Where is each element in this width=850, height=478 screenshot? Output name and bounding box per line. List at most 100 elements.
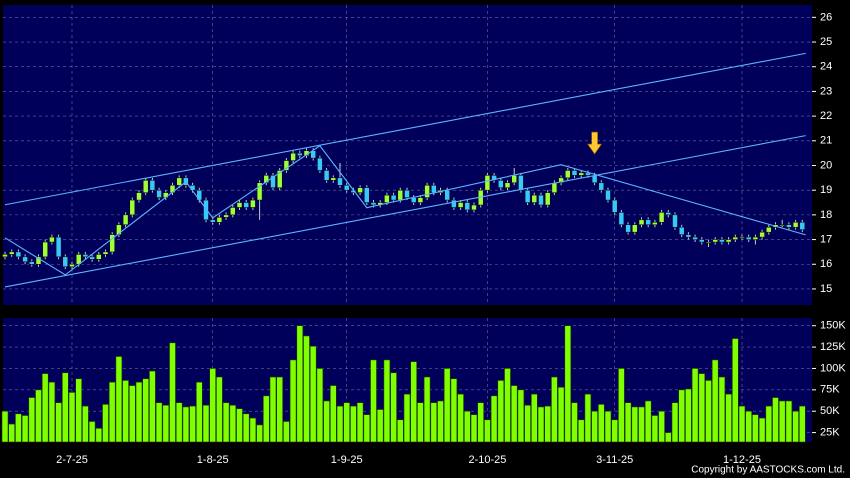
candle-body: [712, 239, 718, 243]
volume-bar: [296, 325, 304, 443]
volume-bar: [477, 402, 485, 443]
volume-bar: [88, 421, 96, 443]
y-tick-label: 26: [820, 11, 832, 23]
volume-bar: [376, 409, 384, 443]
candle-body: [705, 241, 712, 244]
candle-body: [732, 236, 739, 240]
candle-body: [317, 157, 323, 171]
candle-body: [384, 194, 390, 203]
candle-body: [625, 224, 631, 233]
y-tick-label: 150K: [820, 320, 846, 332]
volume-bar: [329, 385, 337, 443]
candle-body: [89, 256, 95, 260]
candle-body: [766, 226, 772, 233]
volume-bar: [8, 423, 15, 443]
volume-bar: [276, 376, 284, 443]
volume-bar: [443, 368, 451, 443]
candle-body: [431, 184, 437, 193]
candle-body: [236, 202, 243, 208]
volume-bar: [618, 368, 625, 443]
x-tick-label: 1-8-25: [197, 454, 229, 466]
y-tick-label: 22: [820, 110, 832, 122]
candle-body: [22, 256, 28, 263]
volume-bar: [316, 368, 324, 443]
candle-body: [8, 251, 15, 255]
candle-body: [243, 202, 249, 208]
volume-bar: [624, 402, 632, 443]
volume-bar: [115, 356, 123, 443]
y-tick-label: 50K: [820, 405, 840, 417]
x-tick-label: 1-12-25: [723, 454, 761, 466]
candle-body: [792, 222, 799, 228]
candle-body: [685, 234, 692, 238]
candle-body: [209, 219, 216, 223]
volume-bar: [196, 381, 203, 443]
copyright: Copyright by AASTOCKS.com Ltd.: [691, 465, 845, 476]
volume-bar: [102, 404, 109, 443]
y-tick-label: 125K: [820, 341, 846, 353]
volume-bar: [691, 368, 699, 443]
candle-body: [759, 231, 765, 238]
volume-bar: [155, 402, 163, 443]
volume-bar: [209, 368, 216, 443]
candle-body: [578, 172, 584, 176]
candle-body: [390, 194, 397, 201]
candle-body: [658, 212, 665, 223]
volume-bar: [35, 389, 42, 443]
candle-body: [149, 180, 156, 191]
candle-body: [464, 202, 471, 211]
volume-bar: [343, 402, 351, 443]
y-tick-label: 100K: [820, 362, 846, 374]
y-tick-label: 25: [820, 36, 832, 48]
candle-body: [270, 175, 276, 188]
volume-bar: [752, 414, 759, 443]
volume-bar: [122, 380, 129, 443]
candle-body: [719, 239, 725, 243]
volume-bar: [48, 381, 56, 443]
volume-bar: [671, 402, 679, 443]
volume-bar: [584, 393, 592, 443]
y-tick-label: 23: [820, 85, 832, 97]
candle-body: [276, 170, 283, 188]
candle-body: [136, 192, 142, 201]
volume-bar: [718, 376, 726, 443]
candle-body: [571, 170, 578, 176]
volume-bar: [396, 419, 404, 443]
volume-bar: [597, 404, 605, 443]
volume-bar: [678, 389, 686, 443]
arrow-marker: [587, 131, 603, 155]
volume-bar: [169, 342, 176, 443]
volume-bar: [778, 400, 786, 443]
candle-body: [591, 175, 598, 184]
volume-bar: [350, 405, 357, 443]
candle-body: [96, 254, 102, 260]
volume-bar: [229, 404, 237, 443]
trend-line: [4, 135, 806, 288]
candle-body: [417, 197, 424, 203]
candle-body: [62, 256, 69, 267]
volume-bar: [537, 406, 545, 443]
volume-bar: [41, 373, 49, 443]
volume-bar: [457, 393, 464, 443]
volume-bar: [82, 405, 89, 443]
volume-bar: [323, 400, 330, 443]
candle-body: [49, 236, 55, 243]
candle-body: [29, 261, 35, 265]
candle-body: [82, 254, 89, 258]
y-tick-label: 21: [820, 135, 832, 147]
volume-bar: [75, 378, 82, 443]
volume-bar: [383, 359, 391, 443]
candle-body: [779, 224, 785, 227]
candle-body: [404, 189, 410, 198]
volume-bar: [711, 359, 719, 443]
candle-body: [330, 177, 337, 181]
volume-bar: [745, 410, 753, 443]
candle-body: [256, 182, 263, 201]
candle-body: [223, 214, 229, 218]
volume-bar: [363, 414, 371, 443]
volume-bar: [28, 397, 36, 443]
volume-bar: [644, 400, 652, 443]
candle-body: [230, 207, 236, 216]
candle-body: [297, 152, 303, 156]
candle-body: [69, 264, 75, 267]
